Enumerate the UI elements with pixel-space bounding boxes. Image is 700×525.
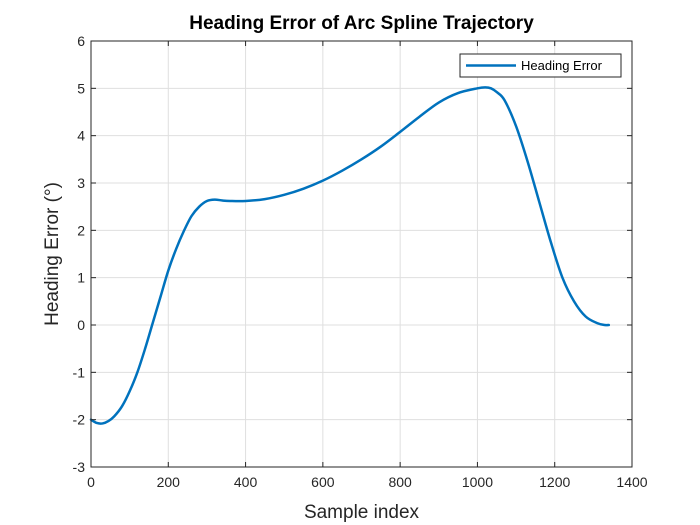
x-axis-label: Sample index (304, 502, 420, 523)
legend-box (459, 53, 622, 78)
y-tick-label: 0 (77, 317, 85, 333)
y-tick-label: -1 (73, 364, 86, 380)
y-tick-label: 4 (77, 128, 85, 144)
x-tick-label: 200 (157, 474, 181, 490)
x-tick-label: 600 (311, 474, 335, 490)
legend: Heading Error (459, 53, 622, 78)
plot-frame (90, 40, 633, 468)
x-tick-label: 0 (87, 474, 95, 490)
y-tick-label: 6 (77, 33, 85, 49)
y-tick-label: 3 (77, 175, 85, 191)
x-tick-label: 400 (234, 474, 258, 490)
plot-area (91, 41, 632, 467)
x-tick-label: 800 (388, 474, 412, 490)
y-tick-label: -3 (73, 459, 86, 475)
ticks: 0 200 400 600 800 1000 1200 1400 -3 -2 -1 0 1 2 3 4 5 6 (73, 33, 648, 490)
chart-title: Heading Error of Arc Spline Trajectory (189, 13, 534, 34)
x-tick-label: 1400 (616, 474, 647, 490)
series-layer (89, 86, 611, 425)
y-tick-label: 2 (77, 222, 85, 238)
legend-label: Heading Error (521, 58, 603, 73)
y-axis-label: Heading Error (°) (42, 182, 63, 326)
grid (91, 41, 632, 467)
x-tick-label: 1200 (539, 474, 570, 490)
x-tick-label: 1000 (462, 474, 493, 490)
series-line-heading-error (89, 86, 611, 425)
y-tick-label: 1 (77, 270, 85, 286)
y-tick-label: 5 (77, 80, 85, 96)
y-tick-label: -2 (73, 412, 86, 428)
